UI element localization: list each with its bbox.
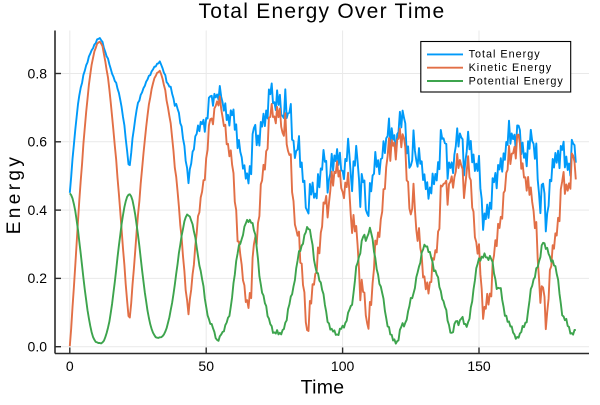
svg-text:0.6: 0.6 [28, 134, 48, 150]
svg-text:Time: Time [301, 377, 345, 399]
svg-text:Energy: Energy [4, 154, 25, 235]
svg-text:Total Energy Over Time: Total Energy Over Time [199, 0, 446, 23]
svg-text:0.2: 0.2 [28, 270, 48, 286]
svg-text:100: 100 [331, 358, 355, 374]
svg-text:0.8: 0.8 [28, 65, 48, 81]
svg-text:Kinetic Energy: Kinetic Energy [469, 62, 553, 74]
svg-text:150: 150 [467, 358, 491, 374]
svg-text:0: 0 [66, 358, 74, 374]
svg-text:Total Energy: Total Energy [469, 49, 541, 61]
svg-text:0.4: 0.4 [28, 202, 48, 218]
svg-text:0.0: 0.0 [28, 339, 48, 355]
svg-text:Potential Energy: Potential Energy [469, 75, 564, 87]
svg-text:50: 50 [198, 358, 214, 374]
